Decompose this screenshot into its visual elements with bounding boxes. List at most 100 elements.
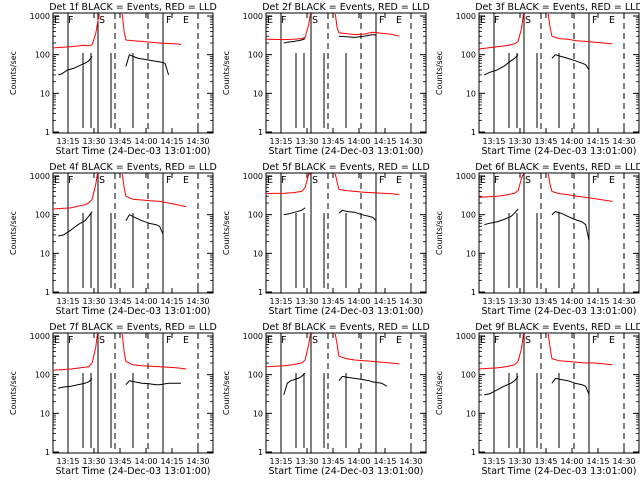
- events-series-line: [484, 54, 590, 76]
- lld-series-line: [52, 13, 182, 49]
- interval-marker-label: E: [396, 15, 402, 26]
- plot-frame: [52, 12, 214, 134]
- x-axis-label: Start Time (24-Dec-03 13:01:00): [55, 146, 210, 157]
- x-tick-label: 14:15: [160, 457, 183, 466]
- interval-marker-label: E: [609, 335, 615, 346]
- lld-series-line: [478, 333, 613, 370]
- x-axis-label: Start Time (24-Dec-03 13:01:00): [481, 306, 636, 317]
- interval-marker-label: E: [54, 335, 60, 346]
- interval-marker-label: F: [281, 335, 286, 346]
- y-axis-label: Counts/sec: [222, 211, 231, 255]
- interval-marker-label: E: [396, 335, 402, 346]
- interval-marker-label: F: [68, 335, 73, 346]
- interval-marker-label: S: [525, 335, 531, 346]
- chart-panel-8: Det 8f BLACK = Events, RED = LLD Counts/s…: [222, 322, 430, 477]
- chart-panel-5: Det 5f BLACK = Events, RED = LLD Counts/s…: [222, 162, 430, 317]
- interval-marker-label: F: [281, 175, 286, 186]
- interval-marker-label: E: [183, 15, 189, 26]
- y-tick-label: 1000: [456, 12, 476, 21]
- x-tick-label: 13:15: [56, 137, 79, 146]
- x-tick-label: 14:15: [160, 137, 183, 146]
- x-tick-label: 14:15: [373, 457, 396, 466]
- interval-marker-label: E: [480, 335, 486, 346]
- x-tick-label: 13:30: [295, 297, 318, 306]
- x-tick-label: 13:15: [482, 137, 505, 146]
- chart-panel-2: Det 2f BLACK = Events, RED = LLD Counts/s…: [222, 2, 430, 157]
- x-tick-label: 13:45: [108, 457, 131, 466]
- events-series-line: [58, 378, 181, 389]
- y-tick-label: 100: [248, 51, 263, 60]
- x-axis-label: Start Time (24-Dec-03 13:01:00): [55, 306, 210, 317]
- plot-frame: [265, 12, 427, 134]
- plot-frame: [478, 332, 640, 454]
- y-tick-label: 1000: [243, 172, 263, 181]
- interval-marker-label: E: [267, 335, 273, 346]
- interval-marker-label: E: [54, 175, 60, 186]
- x-tick-label: 14:15: [373, 137, 396, 146]
- x-tick-label: 14:00: [347, 297, 370, 306]
- y-axis-label: Counts/sec: [222, 51, 231, 95]
- chart-panel-1: Det 1f BLACK = Events, RED = LLD Counts/s…: [9, 2, 217, 157]
- lld-series-line: [265, 333, 400, 368]
- y-tick-label: 1: [471, 128, 476, 137]
- x-axis-label: Start Time (24-Dec-03 13:01:00): [268, 466, 423, 477]
- interval-marker-label: S: [312, 335, 318, 346]
- plot-frame: [52, 172, 214, 294]
- x-tick-label: 14:00: [560, 137, 583, 146]
- interval-marker-label: S: [99, 15, 105, 26]
- x-tick-label: 14:00: [134, 297, 157, 306]
- events-series-line: [58, 211, 164, 237]
- y-tick-label: 1000: [30, 12, 50, 21]
- y-tick-label: 10: [253, 409, 263, 418]
- chart-title: Det 6f BLACK = Events, RED = LLD: [475, 162, 640, 173]
- events-series-line: [484, 208, 590, 242]
- y-tick-label: 1000: [456, 172, 476, 181]
- x-tick-label: 14:30: [186, 137, 209, 146]
- plot-frame: [265, 172, 427, 294]
- x-tick-label: 14:30: [399, 137, 422, 146]
- x-tick-label: 14:30: [399, 297, 422, 306]
- interval-marker-label: E: [267, 15, 273, 26]
- interval-marker-label: F: [494, 335, 499, 346]
- lld-series-line: [52, 173, 187, 210]
- chart-panel-6: Det 6f BLACK = Events, RED = LLD Counts/s…: [435, 162, 640, 317]
- x-tick-label: 14:15: [373, 297, 396, 306]
- y-tick-label: 10: [40, 89, 50, 98]
- chart-panel-3: Det 3f BLACK = Events, RED = LLD Counts/s…: [435, 2, 640, 157]
- x-tick-label: 13:30: [82, 137, 105, 146]
- x-tick-label: 13:45: [108, 137, 131, 146]
- x-tick-label: 13:30: [508, 457, 531, 466]
- plot-frame: [478, 172, 640, 294]
- y-tick-label: 10: [253, 249, 263, 258]
- y-tick-label: 100: [248, 211, 263, 220]
- x-tick-label: 14:30: [399, 457, 422, 466]
- x-tick-label: 14:00: [134, 137, 157, 146]
- x-tick-label: 13:15: [269, 457, 292, 466]
- interval-marker-label: E: [183, 335, 189, 346]
- chart-panel-4: Det 4f BLACK = Events, RED = LLD Counts/s…: [9, 162, 217, 317]
- chart-title: Det 1f BLACK = Events, RED = LLD: [49, 2, 217, 13]
- x-axis-label: Start Time (24-Dec-03 13:01:00): [55, 466, 210, 477]
- chart-title: Det 4f BLACK = Events, RED = LLD: [49, 162, 217, 173]
- x-tick-label: 13:30: [82, 297, 105, 306]
- y-axis-label: Counts/sec: [9, 51, 18, 95]
- x-tick-label: 13:30: [508, 297, 531, 306]
- x-tick-label: 13:45: [534, 297, 557, 306]
- y-tick-label: 100: [35, 211, 50, 220]
- x-tick-label: 14:30: [186, 457, 209, 466]
- y-axis-label: Counts/sec: [435, 211, 444, 255]
- interval-marker-label: E: [609, 15, 615, 26]
- y-tick-label: 1000: [243, 12, 263, 21]
- interval-marker-label: E: [609, 175, 615, 186]
- y-tick-label: 100: [35, 371, 50, 380]
- x-tick-label: 14:15: [586, 457, 609, 466]
- interval-marker-label: S: [525, 175, 531, 186]
- x-tick-label: 14:15: [160, 297, 183, 306]
- interval-marker-label: F: [379, 175, 384, 186]
- x-tick-label: 13:15: [56, 457, 79, 466]
- chart-title: Det 7f BLACK = Events, RED = LLD: [49, 322, 217, 333]
- y-tick-label: 100: [461, 51, 476, 60]
- y-tick-label: 1: [471, 448, 476, 457]
- plot-frame: [265, 332, 427, 454]
